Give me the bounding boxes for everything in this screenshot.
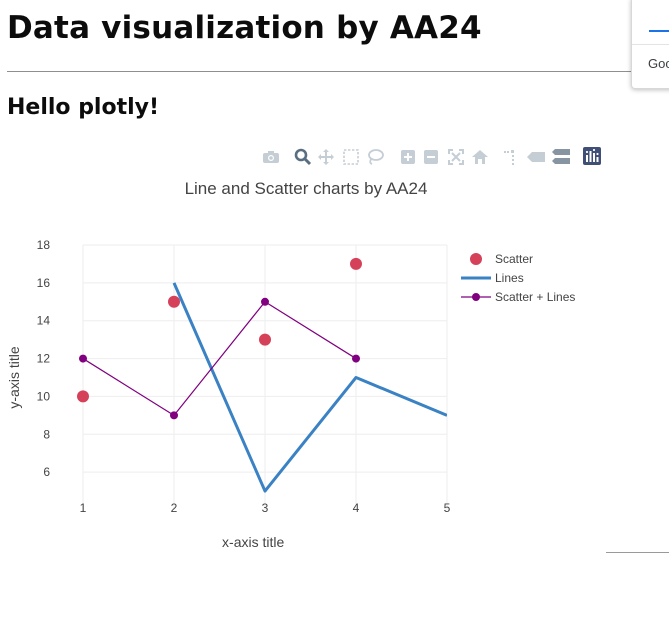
horizontal-rule	[7, 71, 669, 72]
data-point-scatter[interactable]	[259, 333, 271, 346]
box-select-icon[interactable]	[342, 148, 360, 166]
series-line-lines	[172, 282, 447, 493]
spike-lines-icon[interactable]	[502, 148, 518, 166]
x-tick-label: 2	[171, 501, 178, 515]
y-tick-label: 14	[37, 314, 51, 328]
zoom-icon[interactable]	[294, 148, 312, 166]
plotly-logo-icon[interactable]	[583, 147, 601, 165]
camera-icon[interactable]	[262, 150, 280, 164]
pan-icon[interactable]	[317, 148, 335, 166]
popup-text: Goo	[648, 56, 669, 71]
bottom-divider	[606, 552, 669, 553]
x-tick-label: 4	[353, 501, 360, 515]
x-axis-title: x-axis title	[222, 534, 284, 550]
x-tick-label: 5	[444, 501, 451, 515]
data-point-scatter[interactable]	[77, 390, 89, 403]
legend-label-scatter-lines[interactable]: Scatter + Lines	[495, 290, 575, 304]
reset-axes-icon[interactable]	[471, 148, 489, 166]
x-tick-label: 3	[262, 501, 269, 515]
y-tick-label: 8	[43, 427, 50, 441]
y-axis-title: y-axis title	[6, 346, 22, 408]
data-point-scatter[interactable]	[168, 295, 180, 308]
y-tick-label: 16	[37, 276, 51, 290]
y-tick-label: 12	[37, 352, 51, 366]
chart-title: Line and Scatter charts by AA24	[185, 179, 428, 198]
data-point-scatter-lines[interactable]	[79, 354, 87, 363]
hover-closest-icon[interactable]	[526, 150, 546, 164]
y-tick-label: 18	[37, 238, 51, 252]
series-line-scatter-lines	[82, 301, 357, 416]
data-point-scatter-lines[interactable]	[352, 354, 360, 363]
lasso-select-icon[interactable]	[366, 148, 384, 166]
data-point-scatter-lines[interactable]	[170, 411, 178, 420]
data-point-scatter[interactable]	[350, 257, 362, 270]
zoom-in-icon[interactable]	[400, 149, 416, 165]
x-tick-label: 1	[80, 501, 87, 515]
legend-label-scatter[interactable]: Scatter	[495, 252, 533, 266]
popup-accent-bar	[649, 30, 669, 32]
y-tick-label: 6	[43, 465, 50, 479]
legend-label-lines[interactable]: Lines	[495, 271, 524, 285]
popup-divider	[632, 44, 669, 45]
page-subtitle: Hello plotly!	[7, 95, 160, 120]
legend-symbol-scatter[interactable]	[470, 253, 482, 265]
data-point-scatter-lines[interactable]	[261, 297, 269, 306]
line-scatter-chart: Line and Scatter charts by AA24681012141…	[6, 179, 575, 550]
y-tick-label: 10	[37, 389, 51, 403]
browser-popup[interactable]: Goo	[631, 0, 669, 89]
plotly-modebar	[262, 147, 607, 167]
zoom-out-icon[interactable]	[423, 149, 439, 165]
page-title: Data visualization by AA24	[7, 10, 482, 46]
autoscale-icon[interactable]	[447, 148, 465, 166]
hover-compare-icon[interactable]	[551, 147, 571, 167]
legend-symbol-scatter-lines[interactable]	[472, 293, 480, 301]
